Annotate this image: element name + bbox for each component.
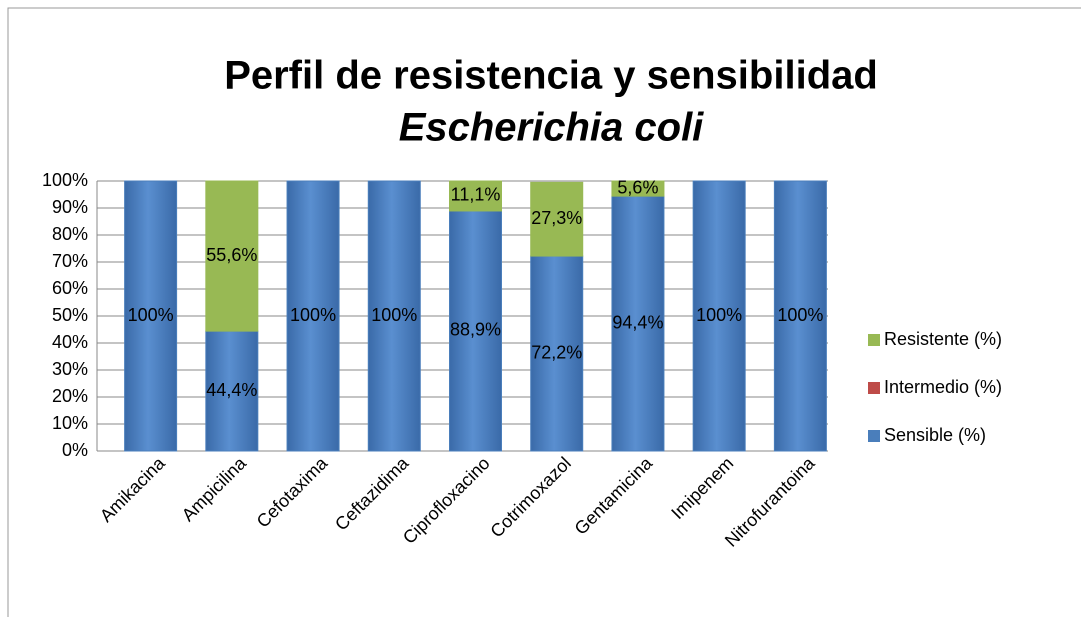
data-label: 100% — [128, 305, 174, 325]
legend-swatch — [868, 334, 880, 346]
x-tick-label: Imipenem — [667, 453, 737, 523]
y-tick-label: 90% — [52, 197, 88, 217]
y-tick-label: 100% — [42, 170, 88, 190]
chart-title: Perfil de resistencia y sensibilidad — [224, 54, 878, 98]
y-tick-label: 10% — [52, 413, 88, 433]
x-tick-label: Ciprofloxacino — [399, 453, 494, 548]
data-label: 55,6% — [206, 245, 257, 265]
y-tick-label: 60% — [52, 278, 88, 298]
bar-segment — [611, 180, 665, 197]
data-label: 94,4% — [612, 312, 663, 332]
bar-segment — [449, 210, 502, 452]
bar-segment — [530, 181, 584, 257]
data-label: 100% — [371, 305, 417, 325]
x-tick-label: Ceftazidima — [331, 452, 413, 534]
bar-segment — [286, 180, 340, 452]
legend-label: Resistente (%) — [884, 329, 1002, 349]
bar-segment — [530, 255, 584, 452]
y-tick-label: 70% — [52, 251, 88, 271]
data-label: 27,3% — [531, 208, 582, 228]
bar-segment — [449, 180, 502, 212]
bar-segment — [692, 180, 746, 452]
data-label: 100% — [290, 305, 336, 325]
bar-segment — [205, 330, 259, 452]
y-tick-label: 40% — [52, 332, 88, 352]
data-label: 44,4% — [206, 380, 257, 400]
legend-label: Sensible (%) — [884, 425, 986, 445]
y-tick-label: 50% — [52, 305, 88, 325]
data-label: 72,2% — [531, 342, 582, 362]
x-tick-label: Gentamicina — [571, 452, 657, 538]
x-tick-label: Amikacina — [96, 452, 170, 526]
legend-label: Intermedio (%) — [884, 377, 1002, 397]
frame — [7, 7, 1081, 617]
y-tick-label: 30% — [52, 359, 88, 379]
legend-swatch — [868, 382, 880, 394]
y-tick-label: 0% — [62, 440, 88, 460]
bar-segment — [205, 180, 259, 332]
legend-swatch — [868, 430, 880, 442]
data-label: 100% — [777, 305, 823, 325]
data-label: 100% — [696, 305, 742, 325]
data-label: 5,6% — [617, 177, 658, 197]
x-tick-label: Cefotaxima — [253, 452, 332, 531]
data-label: 11,1% — [451, 185, 501, 205]
chart-subtitle: Escherichia coli — [399, 106, 704, 150]
y-tick-label: 20% — [52, 386, 88, 406]
bar-segment — [124, 180, 178, 452]
x-tick-label: Cotrimoxazol — [486, 453, 574, 541]
x-tick-label: Ampicilina — [178, 452, 251, 525]
bar-segment — [773, 180, 827, 452]
data-label: 88,9% — [450, 320, 501, 340]
bar-segment — [367, 180, 421, 452]
y-tick-label: 80% — [52, 224, 88, 244]
bar-segment — [611, 195, 665, 452]
